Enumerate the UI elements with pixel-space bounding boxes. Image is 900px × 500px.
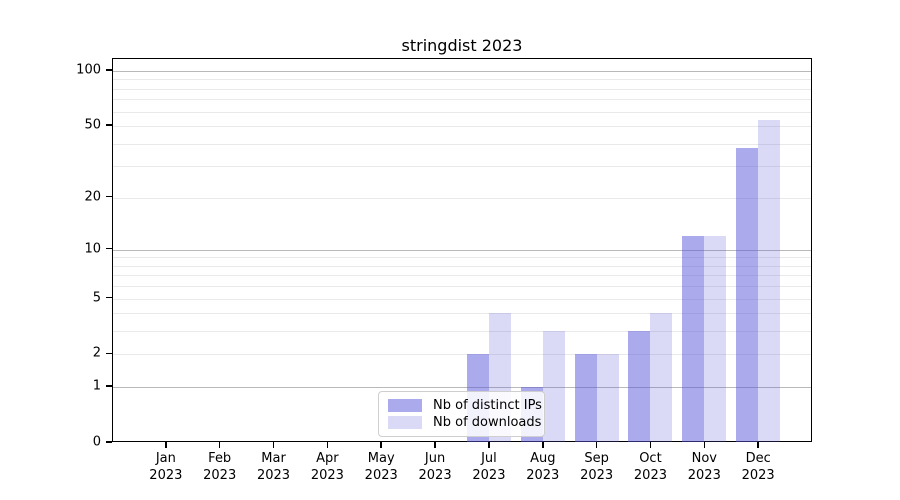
x-axis-tick: [595, 442, 598, 448]
x-axis-tick: [434, 442, 436, 448]
x-axis-tick: [380, 442, 382, 448]
y-tick-label: 0: [92, 434, 101, 450]
minor-gridline: [113, 257, 811, 259]
x-axis-tick: [757, 442, 759, 448]
minor-gridline: [113, 88, 811, 90]
y-axis-tick: [106, 195, 112, 198]
major-gridline: [113, 70, 811, 72]
x-tick-label: Oct 2023: [633, 451, 667, 483]
chart-title: stringdist 2023: [401, 36, 523, 55]
bar-downloads: [704, 236, 727, 442]
minor-gridline: [113, 354, 811, 356]
x-tick-label: Dec 2023: [741, 451, 775, 483]
y-tick-label: 10: [84, 241, 101, 257]
y-axis-tick: [106, 296, 112, 299]
major-gridline: [113, 249, 811, 251]
bar-distinct-ips: [682, 236, 705, 442]
x-axis-tick: [218, 442, 221, 448]
bar-downloads: [596, 354, 619, 442]
minor-gridline: [113, 286, 811, 288]
minor-gridline: [113, 197, 811, 199]
x-axis-tick: [649, 442, 652, 448]
minor-gridline: [113, 313, 811, 315]
plot-area: [112, 58, 812, 442]
legend-swatch-downloads: [388, 416, 422, 430]
x-tick-label: Feb 2023: [203, 451, 237, 483]
minor-gridline: [113, 275, 811, 277]
minor-gridline: [113, 143, 811, 145]
minor-gridline: [113, 79, 811, 81]
major-gridline: [113, 387, 811, 389]
x-axis-tick: [703, 442, 706, 448]
y-axis-tick: [106, 385, 112, 387]
x-tick-label: Jun 2023: [418, 451, 452, 483]
legend: Nb of distinct IPs Nb of downloads: [378, 391, 545, 437]
legend-swatch-distinct-ips: [388, 398, 422, 412]
x-tick-label: Mar 2023: [256, 451, 291, 483]
bar-distinct-ips: [628, 331, 651, 442]
y-tick-label: 20: [84, 189, 101, 204]
minor-gridline: [113, 125, 811, 127]
bar-downloads: [758, 119, 781, 442]
minor-gridline: [113, 111, 811, 113]
x-tick-label: Aug 2023: [526, 451, 560, 483]
y-tick-label: 1: [92, 378, 101, 394]
x-axis-tick: [165, 442, 167, 448]
x-axis-tick: [272, 442, 275, 448]
minor-gridline: [113, 99, 811, 101]
legend-entry-downloads: Nb of downloads: [388, 415, 541, 430]
x-tick-label: Jul 2023: [472, 451, 506, 483]
x-tick-label: Apr 2023: [310, 451, 344, 483]
y-tick-label: 5: [92, 290, 101, 306]
x-tick-label: Jan 2023: [149, 451, 183, 483]
legend-entry-distinct-ips: Nb of distinct IPs: [388, 398, 542, 413]
y-axis-tick: [106, 441, 112, 443]
y-axis-tick: [106, 124, 112, 126]
y-tick-label: 50: [84, 117, 101, 133]
minor-gridline: [113, 298, 811, 300]
minor-gridline: [113, 331, 811, 333]
y-tick-label: 2: [92, 345, 101, 361]
legend-label-distinct-ips: Nb of distinct IPs: [433, 397, 542, 413]
bar-distinct-ips: [736, 147, 759, 442]
minor-gridline: [113, 166, 811, 168]
bar-downloads: [650, 313, 673, 442]
legend-label-downloads: Nb of downloads: [433, 415, 542, 431]
x-tick-label: May 2023: [364, 451, 398, 483]
x-tick-label: Sep 2023: [580, 451, 614, 483]
y-axis-tick: [106, 69, 112, 71]
y-axis-tick: [106, 247, 112, 250]
x-axis-tick: [542, 442, 544, 448]
minor-gridline: [113, 265, 811, 267]
x-axis-tick: [326, 442, 329, 448]
y-tick-label: 100: [76, 62, 101, 78]
bar-distinct-ips: [574, 354, 597, 442]
bar-downloads: [542, 331, 565, 442]
y-axis-tick: [106, 352, 112, 355]
x-tick-label: Nov 2023: [687, 451, 721, 483]
x-axis-tick: [488, 442, 490, 448]
